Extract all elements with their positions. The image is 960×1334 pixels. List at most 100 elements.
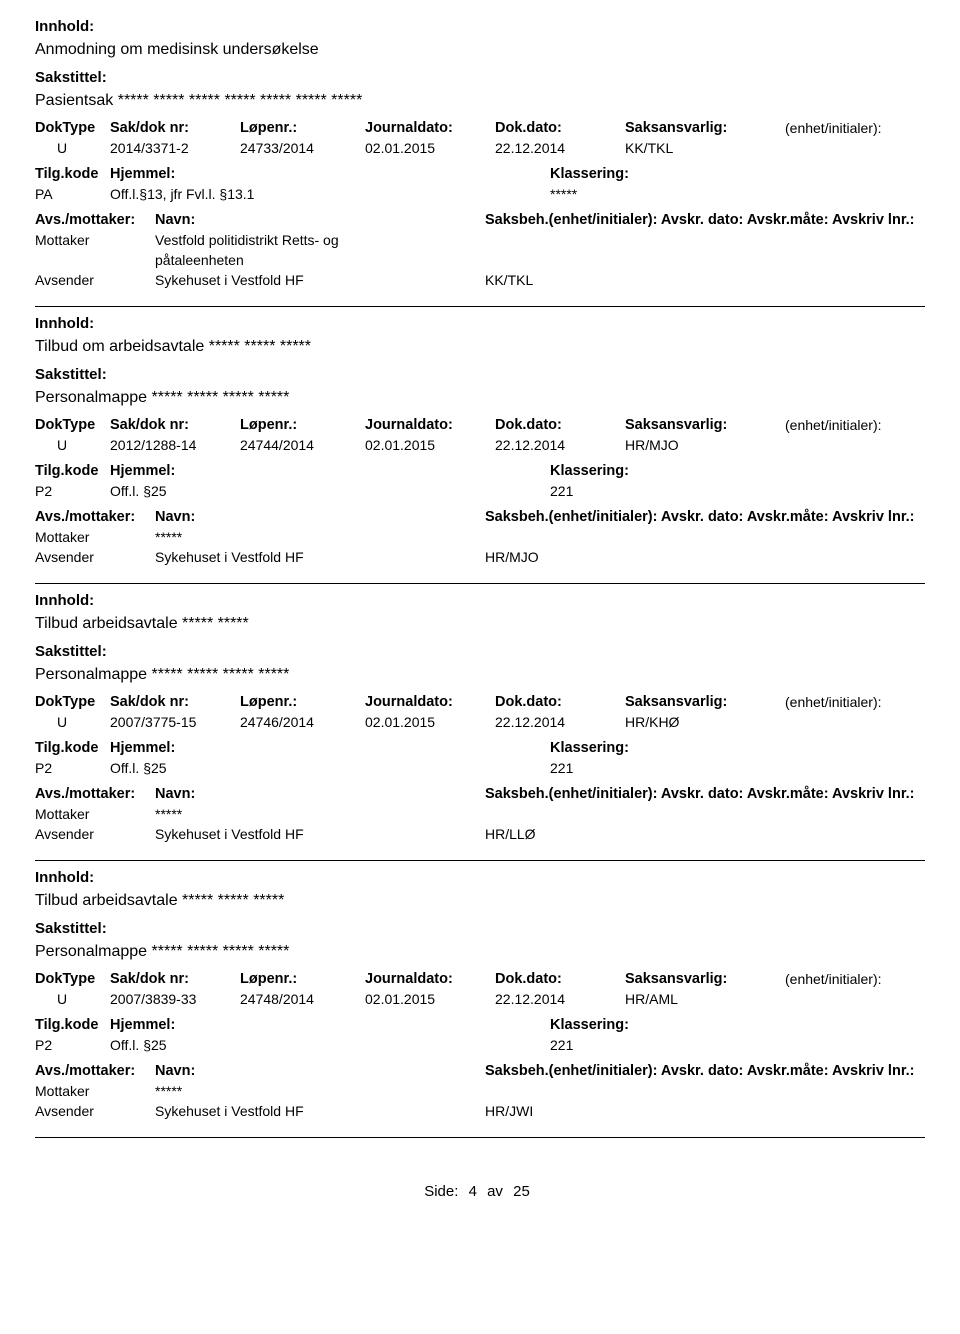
sakstittel-label: Sakstittel:	[35, 643, 925, 660]
klassering-value: *****	[550, 186, 925, 202]
lopenr-value: 24748/2014	[240, 991, 365, 1007]
enhet-header: (enhet/initialer):	[785, 417, 925, 433]
jdato-header: Journaldato:	[365, 694, 495, 710]
klassering-header: Klassering:	[550, 1017, 925, 1033]
saksansvarlig-header: Saksansvarlig:	[625, 971, 785, 987]
hjemmel-header: Hjemmel:	[110, 166, 550, 182]
doktype-value: U	[35, 714, 110, 730]
sakstittel-text: Personalmappe ***** ***** ***** *****	[35, 389, 925, 407]
tilgkode-value: P2	[35, 483, 110, 499]
mottaker-label: Mottaker	[35, 232, 155, 248]
lopenr-header: Løpenr.:	[240, 694, 365, 710]
mottaker-navn: *****	[155, 1083, 485, 1099]
tilgkode-header: Tilg.kode	[35, 1017, 110, 1033]
avsender-navn: Sykehuset i Vestfold HF	[155, 1103, 485, 1119]
innhold-text: Tilbud arbeidsavtale ***** ***** *****	[35, 892, 925, 910]
entry-divider	[35, 306, 925, 307]
klassering-value: 221	[550, 760, 925, 776]
avsender-label: Avsender	[35, 826, 155, 842]
journal-entry: Innhold: Tilbud om arbeidsavtale ***** *…	[35, 315, 925, 565]
doktype-value: U	[35, 140, 110, 156]
sakstittel-label: Sakstittel:	[35, 69, 925, 86]
navn-header: Navn:	[155, 212, 485, 228]
saksansvarlig-value: HR/AML	[625, 991, 785, 1007]
avsender-label: Avsender	[35, 272, 155, 288]
footer-total: 25	[513, 1183, 530, 1200]
avsender-label: Avsender	[35, 549, 155, 565]
tilgkode-header: Tilg.kode	[35, 166, 110, 182]
mottaker-navn-2: påtaleenheten	[155, 252, 485, 268]
journal-entry: Innhold: Tilbud arbeidsavtale ***** ****…	[35, 869, 925, 1119]
ddato-value: 22.12.2014	[495, 437, 625, 453]
doktype-header: DokType	[35, 971, 110, 987]
sakdok-header: Sak/dok nr:	[110, 417, 240, 433]
ddato-value: 22.12.2014	[495, 991, 625, 1007]
hjemmel-header: Hjemmel:	[110, 463, 550, 479]
ddato-header: Dok.dato:	[495, 971, 625, 987]
page-footer: Side: 4 av 25	[35, 1183, 925, 1200]
sakstittel-text: Personalmappe ***** ***** ***** *****	[35, 666, 925, 684]
klassering-header: Klassering:	[550, 166, 925, 182]
lopenr-header: Løpenr.:	[240, 971, 365, 987]
saksbeh-header: Saksbeh.(enhet/initialer): Avskr. dato: …	[485, 786, 925, 802]
saksansvarlig-value: HR/KHØ	[625, 714, 785, 730]
mottaker-navn: *****	[155, 806, 485, 822]
doktype-header: DokType	[35, 120, 110, 136]
entry-divider	[35, 860, 925, 861]
avsender-code: KK/TKL	[485, 272, 925, 288]
saksbeh-header: Saksbeh.(enhet/initialer): Avskr. dato: …	[485, 212, 925, 228]
ddato-header: Dok.dato:	[495, 694, 625, 710]
ddato-header: Dok.dato:	[495, 417, 625, 433]
avsender-code: HR/JWI	[485, 1103, 925, 1119]
tilgkode-value: P2	[35, 760, 110, 776]
avsender-navn: Sykehuset i Vestfold HF	[155, 826, 485, 842]
avsmott-header: Avs./mottaker:	[35, 786, 155, 802]
innhold-label: Innhold:	[35, 869, 925, 886]
klassering-value: 221	[550, 483, 925, 499]
lopenr-value: 24746/2014	[240, 714, 365, 730]
avsmott-header: Avs./mottaker:	[35, 212, 155, 228]
sakdok-header: Sak/dok nr:	[110, 120, 240, 136]
mottaker-navn: *****	[155, 529, 485, 545]
sakstittel-label: Sakstittel:	[35, 920, 925, 937]
jdato-header: Journaldato:	[365, 417, 495, 433]
saksansvarlig-value: KK/TKL	[625, 140, 785, 156]
saksansvarlig-header: Saksansvarlig:	[625, 694, 785, 710]
mottaker-label: Mottaker	[35, 806, 155, 822]
hjemmel-value: Off.l. §25	[110, 1037, 550, 1053]
hjemmel-value: Off.l. §25	[110, 760, 550, 776]
klassering-header: Klassering:	[550, 463, 925, 479]
mottaker-label: Mottaker	[35, 1083, 155, 1099]
innhold-label: Innhold:	[35, 592, 925, 609]
navn-header: Navn:	[155, 509, 485, 525]
saksbeh-header: Saksbeh.(enhet/initialer): Avskr. dato: …	[485, 509, 925, 525]
enhet-header: (enhet/initialer):	[785, 694, 925, 710]
avsmott-header: Avs./mottaker:	[35, 1063, 155, 1079]
innhold-text: Tilbud arbeidsavtale ***** *****	[35, 615, 925, 633]
tilgkode-header: Tilg.kode	[35, 463, 110, 479]
jdato-value: 02.01.2015	[365, 140, 495, 156]
klassering-value: 221	[550, 1037, 925, 1053]
jdato-header: Journaldato:	[365, 120, 495, 136]
doktype-value: U	[35, 991, 110, 1007]
saksansvarlig-header: Saksansvarlig:	[625, 417, 785, 433]
klassering-header: Klassering:	[550, 740, 925, 756]
innhold-label: Innhold:	[35, 315, 925, 332]
hjemmel-header: Hjemmel:	[110, 1017, 550, 1033]
enhet-header: (enhet/initialer):	[785, 971, 925, 987]
tilgkode-value: PA	[35, 186, 110, 202]
entry-divider	[35, 583, 925, 584]
ddato-header: Dok.dato:	[495, 120, 625, 136]
avsmott-header: Avs./mottaker:	[35, 509, 155, 525]
avsender-label: Avsender	[35, 1103, 155, 1119]
footer-current: 4	[469, 1183, 477, 1200]
sakstittel-label: Sakstittel:	[35, 366, 925, 383]
hjemmel-value: Off.l. §25	[110, 483, 550, 499]
ddato-value: 22.12.2014	[495, 140, 625, 156]
avsender-navn: Sykehuset i Vestfold HF	[155, 272, 485, 288]
saksansvarlig-header: Saksansvarlig:	[625, 120, 785, 136]
innhold-text: Tilbud om arbeidsavtale ***** ***** ****…	[35, 338, 925, 356]
jdato-value: 02.01.2015	[365, 714, 495, 730]
entry-divider	[35, 1137, 925, 1138]
sakdok-value: 2007/3775-15	[110, 714, 240, 730]
